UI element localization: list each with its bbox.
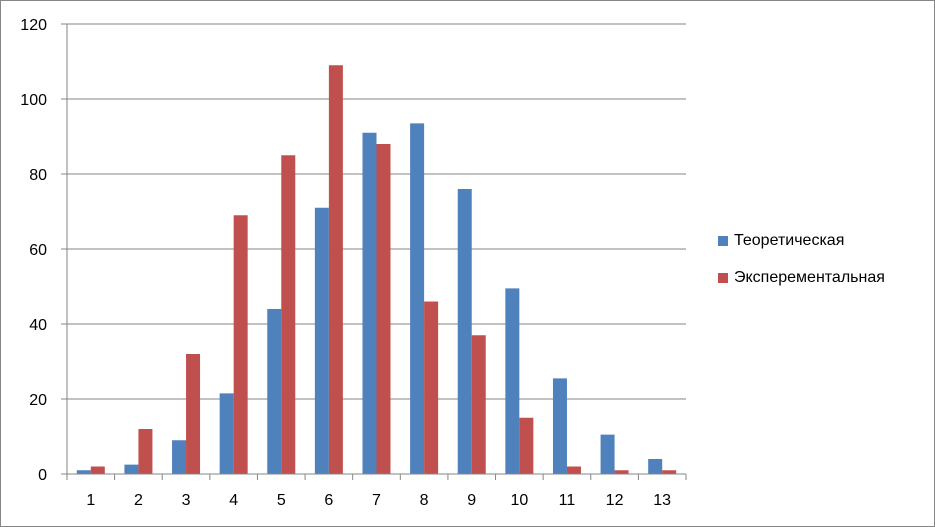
bar-experimental (90, 466, 105, 474)
y-tick-label: 40 (29, 317, 47, 334)
y-tick-label: 120 (20, 17, 47, 34)
gridlines (67, 23, 686, 400)
legend-label-experimental: Эксперементальная (734, 269, 885, 286)
y-tick-label: 20 (29, 392, 47, 409)
bar-experimental (662, 470, 677, 474)
bar-experimental (328, 65, 343, 474)
bar-theoretical (362, 132, 377, 474)
bar-experimental (281, 155, 296, 474)
x-tick-label: 2 (134, 492, 143, 509)
bar-experimental (614, 470, 629, 474)
bar-experimental (566, 466, 581, 474)
bar-experimental (186, 354, 201, 474)
legend-swatch-experimental (718, 273, 728, 283)
bar-theoretical (410, 123, 425, 474)
x-tick-label: 7 (372, 492, 381, 509)
y-tick-label: 100 (20, 92, 47, 109)
axes (61, 23, 687, 480)
legend-swatch-theoretical (718, 236, 728, 246)
x-tick-label: 10 (510, 492, 528, 509)
x-tick-label: 9 (467, 492, 476, 509)
x-tick-label: 5 (277, 492, 286, 509)
legend-item-experimental: Эксперементальная (718, 269, 885, 287)
bar-theoretical (124, 464, 139, 474)
bar-theoretical (172, 440, 187, 474)
x-tick-label: 1 (86, 492, 95, 509)
bar-experimental (138, 429, 153, 474)
x-tick-label: 12 (606, 492, 624, 509)
bar-theoretical (648, 459, 663, 474)
bar-experimental (233, 215, 248, 474)
bars (76, 65, 677, 474)
bar-theoretical (219, 393, 234, 474)
x-tick-label: 3 (182, 492, 191, 509)
bar-theoretical (76, 470, 91, 474)
bar-theoretical (457, 189, 472, 474)
bar-experimental (471, 335, 486, 474)
y-tick-label: 80 (29, 167, 47, 184)
x-tick-label: 6 (324, 492, 333, 509)
x-tick-label: 11 (559, 492, 576, 509)
y-tick-label: 60 (29, 242, 47, 259)
bar-experimental (376, 144, 391, 474)
legend-label-theoretical: Теоретическая (734, 232, 845, 249)
bar-theoretical (267, 309, 282, 474)
bar-experimental (424, 301, 439, 474)
bar-theoretical (552, 378, 567, 474)
x-tick-label: 4 (229, 492, 238, 509)
bar-theoretical (314, 207, 329, 474)
bar-theoretical (600, 434, 615, 474)
legend: Теоретическая Эксперементальная (718, 232, 885, 306)
bar-theoretical (505, 288, 520, 474)
bar-experimental (519, 417, 534, 474)
y-tick-label: 0 (38, 467, 47, 484)
legend-item-theoretical: Теоретическая (718, 232, 885, 250)
x-tick-label: 8 (420, 492, 429, 509)
x-tick-label: 13 (653, 492, 671, 509)
